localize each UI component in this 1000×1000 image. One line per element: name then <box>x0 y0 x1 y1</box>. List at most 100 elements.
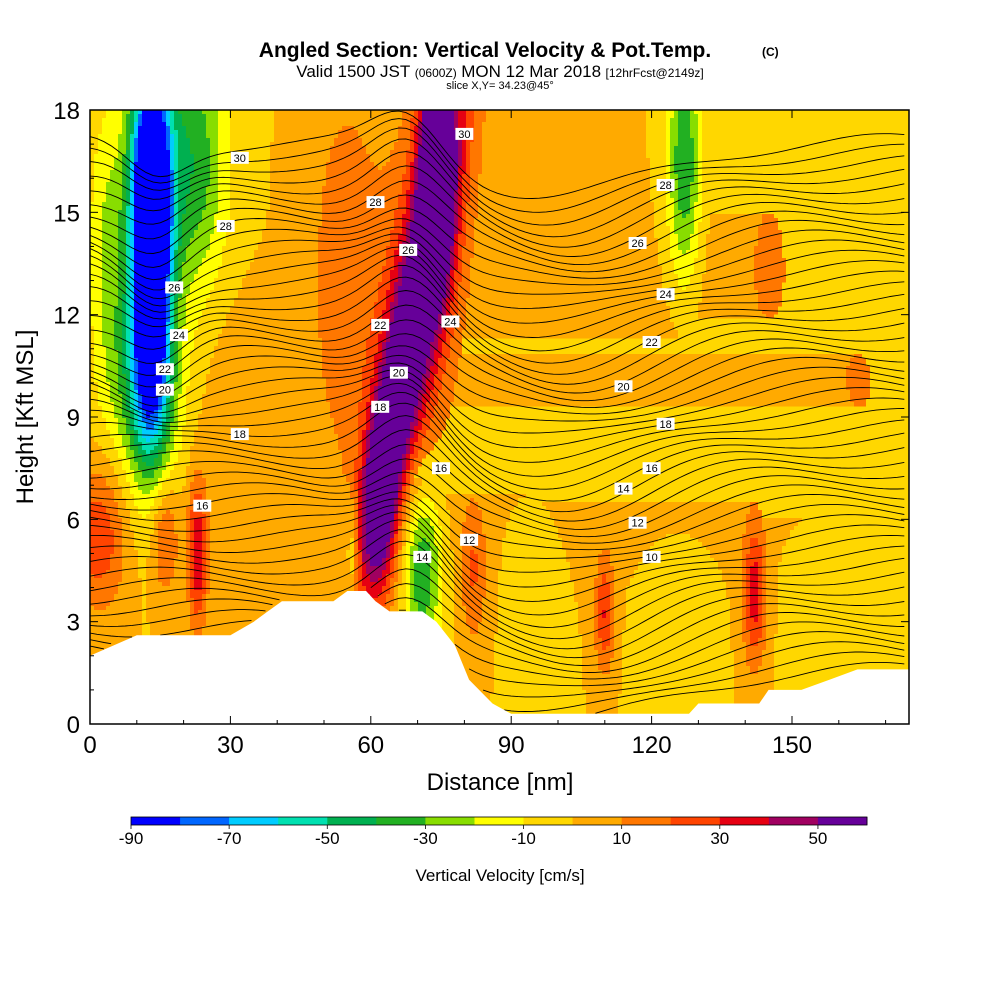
velocity-cell <box>466 202 478 207</box>
y-tick-label: 15 <box>53 200 80 227</box>
velocity-cell <box>182 374 190 379</box>
theta-label-bg <box>642 462 661 475</box>
velocity-cell <box>774 654 870 659</box>
velocity-cell <box>102 410 114 415</box>
velocity-cell <box>458 378 846 383</box>
velocity-cell <box>126 282 130 287</box>
velocity-cell <box>774 658 870 663</box>
velocity-cell <box>366 458 402 463</box>
velocity-cell <box>598 650 614 655</box>
velocity-cell <box>446 290 450 295</box>
theta-label-text: 12 <box>463 535 475 547</box>
theta-contour-line <box>90 641 905 698</box>
velocity-cell <box>318 250 386 255</box>
velocity-cell <box>458 254 462 259</box>
velocity-cell <box>594 622 598 627</box>
velocity-cell <box>210 158 218 163</box>
theta-contour-line <box>90 290 905 385</box>
velocity-cell <box>758 578 762 583</box>
velocity-cell <box>134 354 166 359</box>
velocity-cell <box>354 558 358 563</box>
velocity-cell <box>478 558 486 563</box>
velocity-cell <box>682 250 686 255</box>
velocity-cell <box>174 514 186 519</box>
velocity-cell <box>742 554 746 559</box>
velocity-cell <box>442 554 454 559</box>
velocity-cell <box>206 546 210 551</box>
velocity-cell <box>142 614 146 619</box>
velocity-cell <box>610 618 614 623</box>
velocity-cell <box>118 582 142 587</box>
velocity-cell <box>746 642 750 647</box>
theta-label-text: 12 <box>631 518 643 530</box>
velocity-cell <box>746 586 750 591</box>
velocity-cell <box>154 462 162 467</box>
velocity-cell <box>398 546 402 551</box>
velocity-cell <box>414 498 422 503</box>
velocity-cell <box>750 542 758 547</box>
theta-contour-label: 20 <box>155 383 174 397</box>
velocity-cell <box>450 254 454 259</box>
velocity-cell <box>626 586 726 591</box>
velocity-cell <box>190 242 210 247</box>
velocity-cell <box>482 158 650 163</box>
velocity-cell <box>118 298 122 303</box>
velocity-cell <box>382 342 386 347</box>
velocity-cell <box>166 406 170 411</box>
theta-contour-line <box>90 138 905 238</box>
velocity-cell <box>174 522 186 527</box>
velocity-cell <box>190 626 202 631</box>
velocity-cell <box>758 566 762 571</box>
velocity-cell <box>614 626 626 631</box>
theta-label-bg <box>169 329 188 342</box>
velocity-cell <box>322 338 366 343</box>
velocity-cell <box>402 482 406 487</box>
velocity-cell <box>190 182 210 187</box>
velocity-cell <box>154 526 158 531</box>
velocity-cell <box>446 282 450 287</box>
velocity-cell <box>422 130 458 135</box>
velocity-cell <box>182 366 190 371</box>
velocity-cell <box>406 438 410 443</box>
velocity-cell <box>670 190 678 195</box>
velocity-cell <box>90 358 94 363</box>
velocity-cell <box>746 574 750 579</box>
velocity-cell <box>126 246 130 251</box>
velocity-cell <box>134 494 158 499</box>
velocity-cell <box>410 134 414 139</box>
colorbar-tick-label: 30 <box>710 829 729 848</box>
velocity-cell <box>470 158 482 163</box>
velocity-cell <box>218 126 230 131</box>
velocity-cell <box>370 334 378 339</box>
velocity-cell <box>498 618 578 623</box>
theta-contour-label: 24 <box>169 329 188 342</box>
velocity-cell <box>206 386 326 391</box>
velocity-cell <box>382 274 390 279</box>
velocity-cell <box>126 358 130 363</box>
velocity-cell <box>170 118 174 123</box>
velocity-cell <box>450 278 454 283</box>
velocity-cell <box>106 366 118 371</box>
velocity-cell <box>182 262 202 267</box>
velocity-cell <box>174 154 178 159</box>
velocity-cell <box>358 498 362 503</box>
velocity-cell <box>410 458 414 463</box>
velocity-cell <box>366 422 370 427</box>
velocity-cell <box>474 226 654 231</box>
velocity-cell <box>698 246 706 251</box>
velocity-cell <box>398 290 446 295</box>
velocity-cell <box>90 274 102 279</box>
velocity-cell <box>434 334 438 339</box>
velocity-cell <box>138 398 142 403</box>
velocity-cell <box>458 178 462 183</box>
velocity-cell <box>498 614 578 619</box>
velocity-cell <box>446 498 470 503</box>
velocity-cell <box>90 286 102 291</box>
velocity-cell <box>406 466 410 471</box>
velocity-cell <box>426 358 434 363</box>
velocity-cell <box>414 582 430 587</box>
velocity-cell <box>390 234 398 239</box>
velocity-cell <box>654 226 670 231</box>
velocity-cell <box>434 530 442 535</box>
velocity-cell <box>454 574 462 579</box>
